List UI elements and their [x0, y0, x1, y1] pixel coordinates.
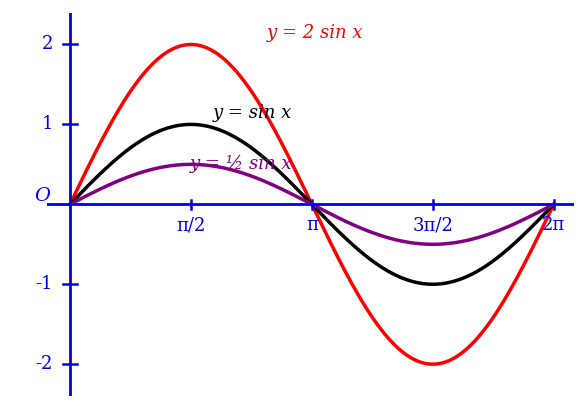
- Text: -2: -2: [36, 355, 53, 373]
- Text: y = ½ sin x: y = ½ sin x: [189, 155, 292, 173]
- Text: π/2: π/2: [176, 216, 206, 234]
- Text: 2π: 2π: [542, 216, 565, 234]
- Text: 2: 2: [42, 35, 53, 53]
- Text: y = sin x: y = sin x: [212, 104, 292, 122]
- Text: y = 2 sin x: y = 2 sin x: [266, 24, 363, 42]
- Text: 3π/2: 3π/2: [413, 216, 453, 234]
- Text: O: O: [35, 187, 51, 205]
- Text: -1: -1: [36, 275, 53, 293]
- Text: π: π: [306, 216, 318, 234]
- Text: 1: 1: [42, 116, 53, 133]
